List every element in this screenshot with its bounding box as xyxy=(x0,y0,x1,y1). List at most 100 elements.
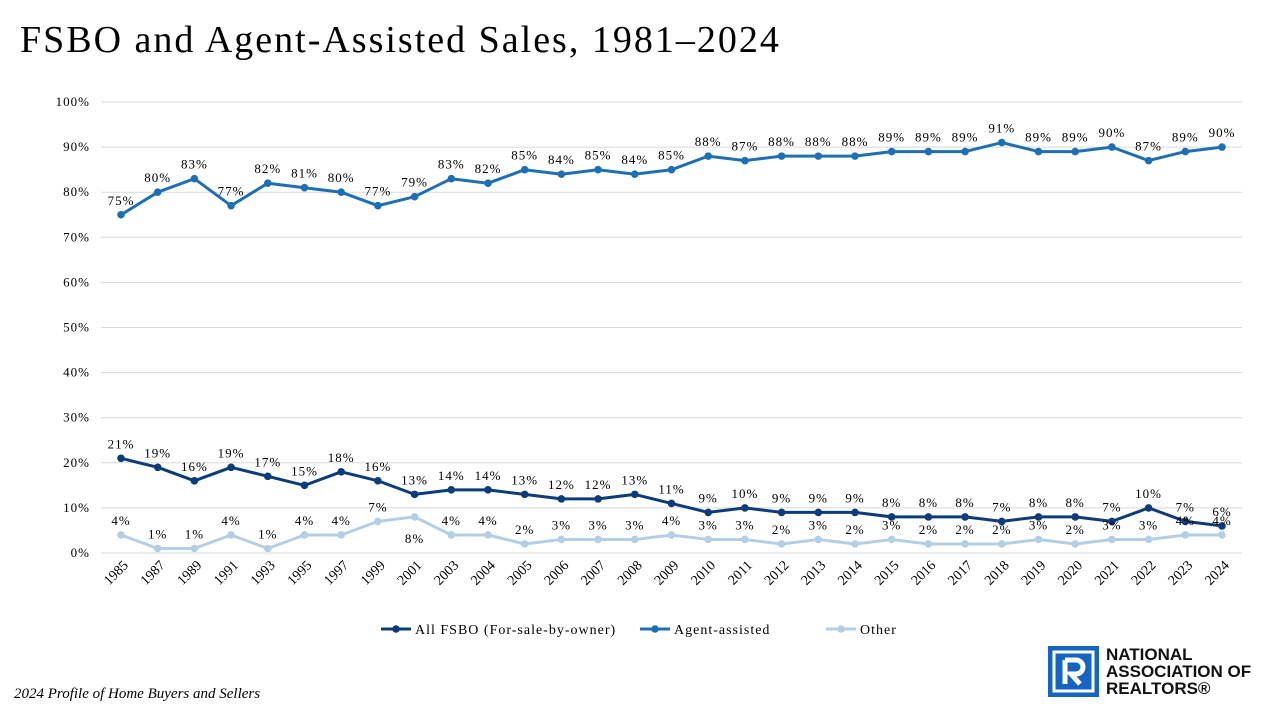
data-point xyxy=(1071,513,1079,521)
data-point xyxy=(1181,517,1190,526)
data-label: 82% xyxy=(254,161,281,176)
data-point xyxy=(961,513,969,521)
chart-title: FSBO and Agent-Assisted Sales, 1981–2024 xyxy=(20,19,781,61)
data-label: 16% xyxy=(181,459,208,474)
data-point xyxy=(410,192,419,201)
data-point xyxy=(447,486,456,494)
data-point xyxy=(117,210,125,219)
data-point xyxy=(300,183,309,192)
data-label: 81% xyxy=(291,166,318,181)
y-tick-label: 80% xyxy=(63,184,90,199)
data-label: 2% xyxy=(845,522,864,537)
data-point xyxy=(1108,517,1116,526)
data-label: 82% xyxy=(475,161,502,176)
legend-marker xyxy=(392,625,400,633)
data-point xyxy=(117,454,125,463)
x-tick-label: 1985 xyxy=(101,558,131,588)
data-label: 2% xyxy=(772,522,791,537)
data-point xyxy=(887,147,896,156)
data-point xyxy=(1181,531,1190,539)
data-label: 1% xyxy=(185,526,204,541)
x-tick-label: 2022 xyxy=(1129,558,1159,588)
data-point xyxy=(961,147,969,156)
data-label: 85% xyxy=(585,148,612,163)
data-point xyxy=(300,531,309,539)
logo-line-3: REALTORS® xyxy=(1106,679,1211,698)
data-label: 3% xyxy=(552,517,571,532)
x-tick-label: 2013 xyxy=(799,558,829,588)
data-label: 21% xyxy=(108,436,135,451)
data-label: 10% xyxy=(1135,486,1162,501)
x-tick-label: 2015 xyxy=(872,558,902,588)
data-point xyxy=(1071,147,1079,156)
logo-line-2: ASSOCIATION OF xyxy=(1106,662,1252,681)
y-tick-label: 90% xyxy=(63,139,90,154)
x-tick-label: 2012 xyxy=(762,558,792,588)
x-tick-label: 2021 xyxy=(1092,558,1122,588)
realtor-r-logo-icon xyxy=(1048,646,1099,697)
x-tick-label: 2007 xyxy=(579,558,609,588)
data-label: 75% xyxy=(108,193,135,208)
data-label: 4% xyxy=(478,513,497,528)
data-label: 2% xyxy=(1066,522,1085,537)
data-point xyxy=(1034,513,1043,521)
data-label: 17% xyxy=(254,454,281,469)
data-point xyxy=(520,165,529,174)
x-tick-label: 1989 xyxy=(175,558,205,588)
data-point xyxy=(594,495,602,503)
x-tick-label: 2010 xyxy=(689,558,719,588)
data-label: 4% xyxy=(1212,513,1231,528)
data-point xyxy=(1218,522,1226,530)
data-point xyxy=(704,152,712,160)
y-tick-label: 100% xyxy=(56,94,90,109)
data-label: 3% xyxy=(625,517,644,532)
data-label: 4% xyxy=(221,513,240,528)
legend-label: All FSBO (For-sale-by-owner) xyxy=(415,623,616,638)
nar-logo: NATIONAL ASSOCIATION OF REALTORS® xyxy=(1046,644,1266,700)
data-label: 89% xyxy=(1025,130,1052,145)
data-label: 2% xyxy=(955,522,974,537)
data-point xyxy=(741,156,749,165)
data-point xyxy=(190,544,199,553)
y-tick-label: 10% xyxy=(63,500,90,515)
x-tick-label: 2019 xyxy=(1019,558,1049,588)
y-tick-label: 0% xyxy=(71,545,90,560)
series-1 xyxy=(117,138,1226,219)
data-point xyxy=(1144,535,1153,544)
x-tick-label: 2018 xyxy=(982,558,1012,588)
x-tick-label: 2017 xyxy=(946,558,976,588)
data-point xyxy=(1108,535,1116,544)
data-point xyxy=(300,481,309,490)
data-point xyxy=(814,508,823,517)
data-point xyxy=(190,477,199,485)
x-tick-label: 1991 xyxy=(212,558,242,588)
data-label: 16% xyxy=(364,459,391,474)
data-point xyxy=(190,174,199,183)
data-label: 11% xyxy=(658,481,684,496)
y-tick-label: 50% xyxy=(63,320,90,335)
x-tick-label: 2001 xyxy=(395,558,425,588)
data-point xyxy=(227,531,235,539)
data-label: 79% xyxy=(401,175,428,190)
data-point xyxy=(741,535,749,544)
data-point xyxy=(484,531,492,539)
data-point xyxy=(704,535,712,544)
data-point xyxy=(814,535,823,544)
x-tick-label: 2004 xyxy=(468,558,498,588)
data-label: 89% xyxy=(915,130,942,145)
data-point xyxy=(1034,147,1043,156)
data-label: 77% xyxy=(364,184,391,199)
data-label: 80% xyxy=(328,170,355,185)
data-label: 3% xyxy=(1029,517,1048,532)
data-point xyxy=(484,486,492,494)
legend-item: Agent-assisted xyxy=(640,623,769,638)
data-point xyxy=(337,531,346,539)
data-label: 14% xyxy=(475,468,502,483)
data-point xyxy=(851,152,859,160)
data-label: 89% xyxy=(1172,130,1199,145)
data-point xyxy=(998,540,1006,548)
data-label: 13% xyxy=(401,472,428,487)
data-point xyxy=(153,544,162,553)
data-point xyxy=(631,490,639,499)
data-label: 88% xyxy=(842,134,869,149)
